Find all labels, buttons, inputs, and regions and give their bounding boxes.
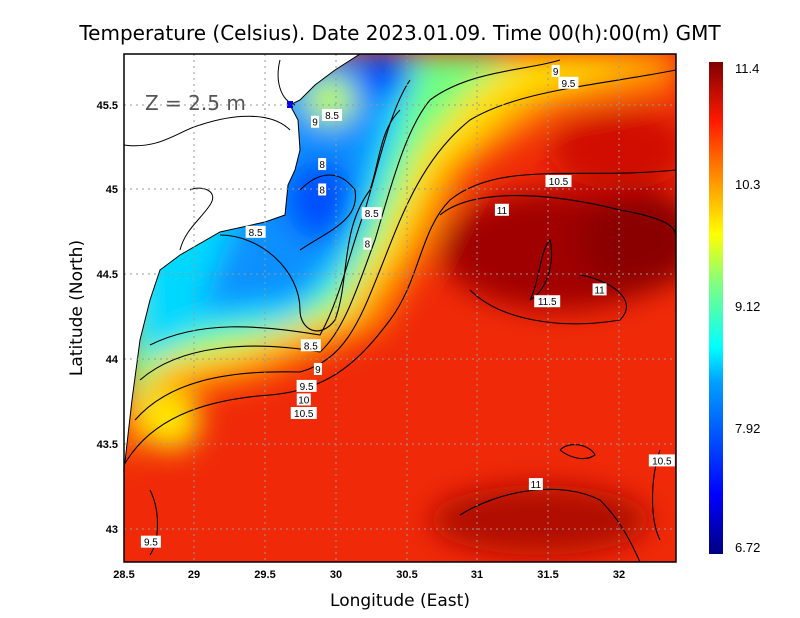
contour-label-bg — [494, 203, 509, 216]
y-tick: 45.5 — [97, 100, 118, 112]
x-tick: 30.5 — [396, 569, 417, 581]
contour-label: 9.5 — [300, 382, 314, 393]
contour-label: 10.5 — [652, 456, 672, 467]
contour-label-bg — [311, 115, 320, 128]
contour-label-bg — [592, 283, 607, 296]
contour-label-bg — [363, 237, 372, 250]
contour-label-bg — [361, 207, 382, 220]
contour-label-bg — [528, 478, 543, 491]
contour-label-bg — [140, 535, 161, 548]
contour-label: 9.5 — [561, 79, 575, 90]
colorbar: 11.4 10.3 9.12 7.92 6.72 — [709, 61, 760, 555]
contour-label: 8.5 — [304, 341, 318, 352]
x-tick: 32 — [613, 569, 625, 581]
contour-label: 8.5 — [325, 111, 339, 122]
y-tick: 43 — [106, 524, 118, 536]
contour-label: 9 — [553, 67, 559, 78]
contour-label: 9 — [312, 118, 318, 129]
colorbar-tick: 6.72 — [735, 540, 760, 555]
contour-label-bg — [648, 454, 675, 467]
contour-label-bg — [322, 108, 343, 121]
contour-label: 11 — [531, 480, 542, 491]
contour-label-bg — [296, 393, 311, 406]
colorbar-tick: 11.4 — [735, 61, 759, 76]
contour-label-bg — [290, 406, 317, 419]
contour-label: 10.5 — [549, 177, 569, 188]
y-tick: 45 — [106, 184, 118, 196]
x-tick: 28.5 — [113, 569, 134, 581]
contour-label: 8 — [319, 185, 325, 196]
contour-lines — [124, 59, 676, 562]
y-tick: 43.5 — [97, 439, 118, 451]
contour-label-bg — [551, 64, 560, 77]
plot-frame — [123, 53, 677, 563]
contour-label-bg — [545, 175, 572, 187]
x-axis-label: Longitude (East) — [330, 591, 470, 611]
temperature-field — [124, 54, 676, 562]
contour-labels: 99.510.5111111.58.59888.588.58.599.51010… — [140, 64, 675, 549]
contour-label: 9.5 — [144, 538, 158, 549]
y-tick: 44 — [106, 354, 119, 366]
grid — [124, 54, 676, 562]
contour-label: 8 — [365, 240, 371, 251]
colorbar-tick: 10.3 — [735, 177, 760, 192]
x-tick: 31 — [471, 569, 483, 581]
contour-label-bg — [245, 225, 266, 238]
x-tick: 30 — [330, 569, 342, 581]
contour-label: 9 — [315, 365, 321, 376]
contour-label-bg — [318, 183, 327, 196]
contour-label-bg — [296, 379, 317, 392]
x-ticks: 28.5 29 29.5 30 30.5 31 31.5 32 — [113, 569, 625, 581]
y-tick: 44.5 — [97, 269, 118, 281]
contour-label-bg — [313, 362, 322, 375]
contour-label-bg — [300, 339, 321, 352]
contour-label: 8.5 — [249, 228, 263, 239]
y-axis-label: Latitude (North) — [67, 240, 87, 376]
x-tick: 31.5 — [537, 569, 558, 581]
contour-label-bg — [318, 158, 327, 171]
depth-label: Z = 2.5 m — [145, 91, 246, 115]
contour-label: 11 — [594, 285, 605, 296]
contour-label-bg — [558, 76, 579, 89]
colorbar-tick: 9.12 — [735, 299, 760, 314]
contour-label: 11 — [497, 206, 508, 217]
contour-label: 8.5 — [365, 209, 379, 220]
colorbar-gradient — [709, 62, 723, 554]
land — [124, 54, 361, 471]
contour-label: 11.5 — [538, 297, 557, 308]
contour-label: 10 — [298, 395, 310, 406]
colorbar-tick: 7.92 — [735, 421, 760, 436]
map-title: Temperature (Celsius). Date 2023.01.09. … — [78, 21, 721, 45]
y-ticks: 45.5 45 44.5 44 43.5 43 — [97, 100, 119, 536]
x-tick: 29.5 — [254, 569, 275, 581]
contour-label: 10.5 — [294, 409, 314, 420]
contour-label: 8 — [319, 160, 325, 171]
x-tick: 29 — [188, 569, 200, 581]
contour-label-bg — [534, 295, 561, 308]
